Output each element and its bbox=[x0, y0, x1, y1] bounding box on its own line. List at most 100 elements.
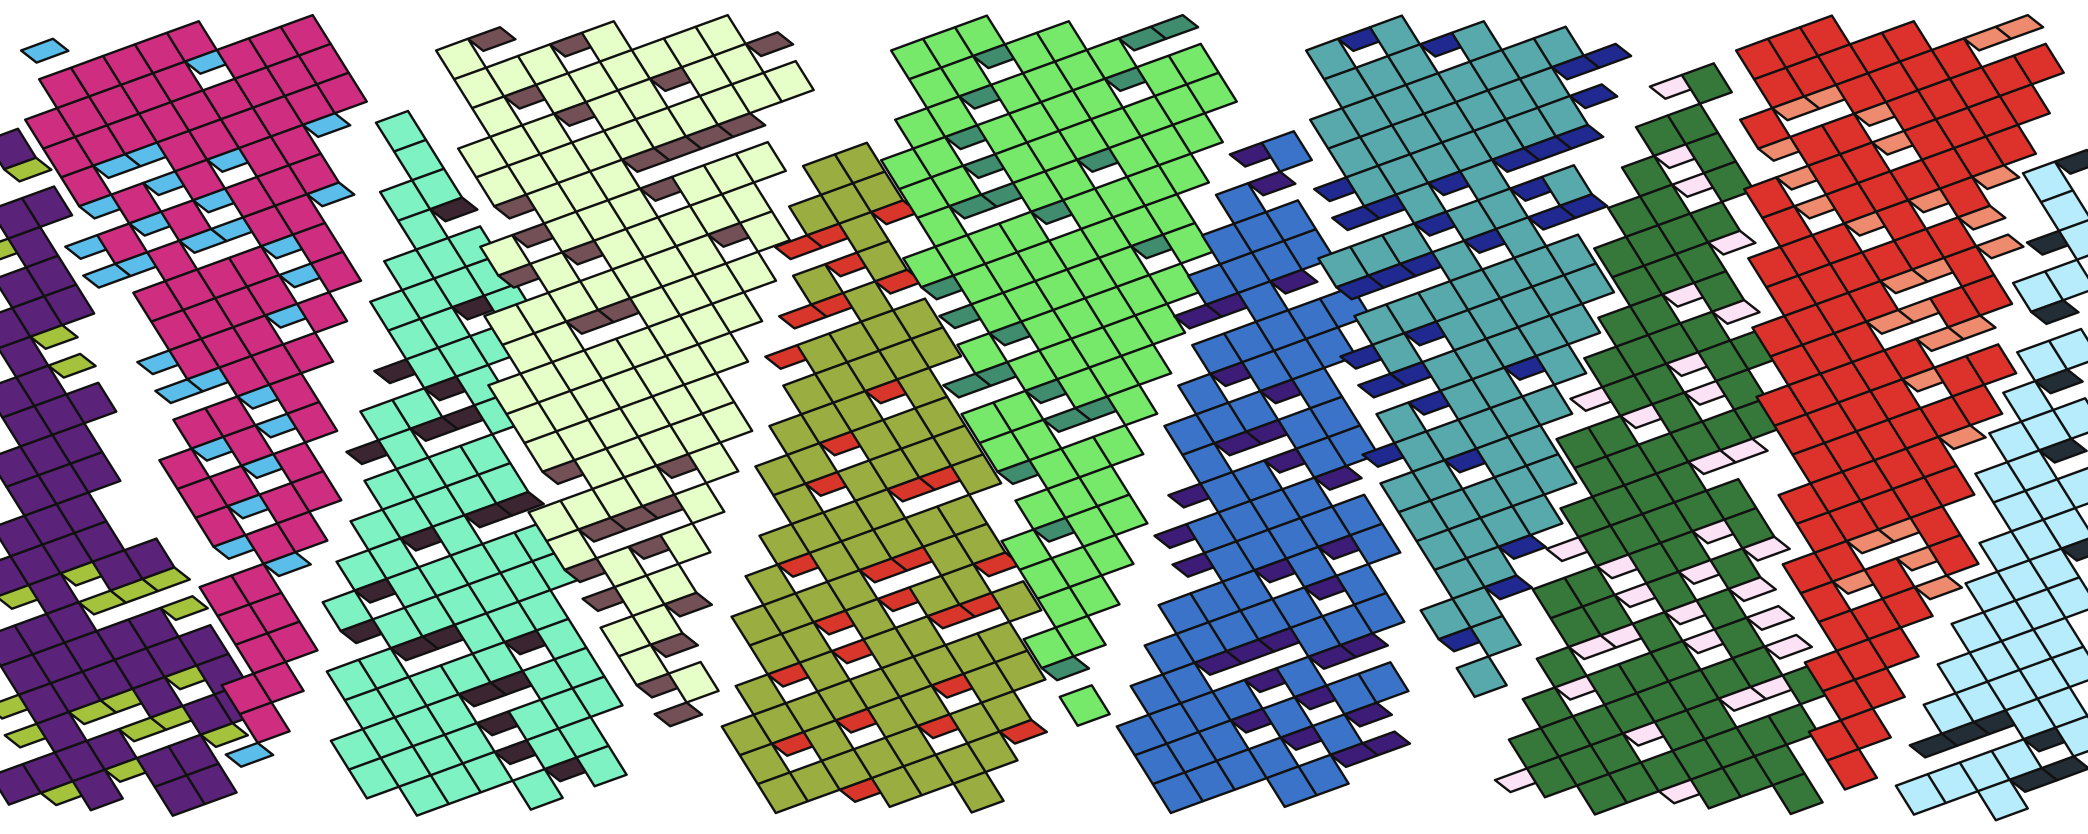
thick-rhombus-tile bbox=[738, 210, 792, 254]
thin-rhombus-tile bbox=[1497, 533, 1548, 560]
thick-rhombus-tile bbox=[1984, 123, 2038, 167]
thick-rhombus-tile bbox=[1357, 661, 1410, 704]
thick-rhombus-tile bbox=[2043, 258, 2088, 302]
thin-rhombus-tile bbox=[2038, 437, 2088, 464]
thick-rhombus-tile bbox=[1353, 591, 1406, 635]
thick-rhombus-tile bbox=[2051, 397, 2088, 440]
thick-rhombus-tile bbox=[710, 291, 764, 334]
thick-rhombus-tile bbox=[185, 762, 238, 806]
thick-rhombus-tile bbox=[990, 580, 1043, 623]
thin-rhombus-tile bbox=[19, 37, 70, 64]
thin-rhombus-tile bbox=[1149, 13, 1200, 40]
strip-light-green bbox=[880, 13, 1239, 727]
thin-rhombus-tile bbox=[301, 111, 352, 139]
thick-rhombus-tile bbox=[966, 730, 1019, 774]
thin-rhombus-tile bbox=[1970, 164, 2021, 191]
thin-rhombus-tile bbox=[1710, 298, 1761, 325]
thick-rhombus-tile bbox=[1825, 747, 1879, 791]
thick-rhombus-tile bbox=[2039, 189, 2088, 233]
thin-rhombus-tile bbox=[1343, 701, 1394, 728]
thin-rhombus-tile bbox=[1339, 632, 1390, 659]
thick-rhombus-tile bbox=[1927, 533, 1980, 577]
thick-rhombus-tile bbox=[1068, 574, 1121, 618]
thick-rhombus-tile bbox=[1960, 273, 2014, 317]
thick-rhombus-tile bbox=[1092, 424, 1145, 467]
thick-rhombus-tile bbox=[1839, 707, 1893, 751]
thick-rhombus-tile bbox=[511, 767, 564, 811]
thick-rhombus-tile bbox=[1511, 493, 1564, 537]
thick-rhombus-tile bbox=[290, 470, 343, 513]
thin-rhombus-tile bbox=[29, 323, 79, 350]
thick-rhombus-tile bbox=[1521, 383, 1574, 427]
thin-rhombus-tile bbox=[141, 566, 192, 593]
thin-rhombus-tile bbox=[1313, 464, 1363, 491]
thick-rhombus-tile bbox=[1964, 343, 2018, 386]
thin-rhombus-tile bbox=[2, 156, 53, 183]
thick-rhombus-tile bbox=[252, 660, 305, 704]
strip-light-blue bbox=[1894, 148, 2088, 822]
thin-rhombus-tile bbox=[262, 551, 312, 578]
thin-rhombus-tile bbox=[649, 632, 700, 659]
thin-rhombus-tile bbox=[1040, 655, 1091, 682]
thick-rhombus-tile bbox=[697, 331, 750, 375]
thick-rhombus-tile bbox=[1867, 626, 1920, 670]
thick-rhombus-tile bbox=[2054, 714, 2088, 758]
thick-rhombus-tile bbox=[1853, 666, 1906, 710]
thick-rhombus-tile bbox=[1951, 383, 2004, 427]
thick-rhombus-tile bbox=[238, 701, 291, 745]
thick-rhombus-tile bbox=[1119, 343, 1173, 386]
thick-rhombus-tile bbox=[295, 291, 349, 334]
thick-rhombus-tile bbox=[2050, 645, 2088, 689]
thin-rhombus-tile bbox=[47, 352, 97, 379]
thin-rhombus-tile bbox=[998, 718, 1049, 745]
thin-rhombus-tile bbox=[1568, 83, 1619, 110]
thin-rhombus-tile bbox=[224, 741, 275, 768]
thick-rhombus-tile bbox=[1548, 302, 1602, 346]
thin-rhombus-tile bbox=[1246, 170, 1297, 197]
thick-rhombus-tile bbox=[909, 326, 963, 370]
thick-rhombus-tile bbox=[2012, 42, 2065, 86]
thick-rhombus-tile bbox=[309, 250, 363, 294]
thin-rhombus-tile bbox=[1268, 268, 1319, 295]
thick-rhombus-tile bbox=[952, 770, 1005, 814]
thin-rhombus-tile bbox=[2060, 537, 2088, 562]
thin-rhombus-tile bbox=[744, 31, 795, 58]
thick-rhombus-tile bbox=[1096, 493, 1149, 537]
thin-rhombus-tile bbox=[1582, 42, 1633, 69]
thin-rhombus-tile bbox=[1719, 437, 1769, 464]
thick-rhombus-tile bbox=[2046, 576, 2088, 620]
tiling-strips bbox=[0, 13, 2088, 822]
thin-rhombus-tile bbox=[466, 26, 517, 53]
thin-rhombus-tile bbox=[1706, 229, 1757, 256]
thin-rhombus-tile bbox=[2040, 755, 2088, 782]
strip-pale-yellow bbox=[434, 13, 815, 728]
thick-rhombus-tile bbox=[1106, 383, 1159, 427]
thick-rhombus-tile bbox=[659, 522, 712, 566]
thin-rhombus-tile bbox=[428, 196, 479, 223]
thin-rhombus-tile bbox=[1554, 123, 1605, 150]
thin-rhombus-tile bbox=[663, 591, 714, 618]
thin-rhombus-tile bbox=[1361, 730, 1412, 757]
thin-rhombus-tile bbox=[1913, 574, 1964, 601]
thick-rhombus-tile bbox=[1185, 71, 1239, 115]
thin-rhombus-tile bbox=[1483, 574, 1534, 601]
thin-rhombus-tile bbox=[1558, 192, 1609, 220]
thick-rhombus-tile bbox=[994, 649, 1047, 693]
thin-rhombus-tile bbox=[653, 701, 704, 728]
thick-rhombus-tile bbox=[1534, 343, 1588, 386]
thick-rhombus-tile bbox=[1881, 585, 1934, 629]
thick-rhombus-tile bbox=[1525, 452, 1578, 496]
strip-teal bbox=[1304, 14, 1633, 699]
thin-rhombus-tile bbox=[2053, 148, 2088, 175]
thick-rhombus-tile bbox=[687, 441, 740, 485]
thick-rhombus-tile bbox=[20, 185, 74, 229]
thick-rhombus-tile bbox=[1998, 83, 2052, 127]
thick-rhombus-tile bbox=[1133, 302, 1187, 346]
thin-rhombus-tile bbox=[1741, 535, 1791, 562]
thick-rhombus-tile bbox=[575, 744, 628, 788]
thin-rhombus-tile bbox=[1727, 576, 1778, 603]
thin-rhombus-tile bbox=[1937, 424, 1987, 451]
thick-rhombus-tile bbox=[2042, 506, 2088, 550]
thick-rhombus-tile bbox=[276, 510, 329, 554]
